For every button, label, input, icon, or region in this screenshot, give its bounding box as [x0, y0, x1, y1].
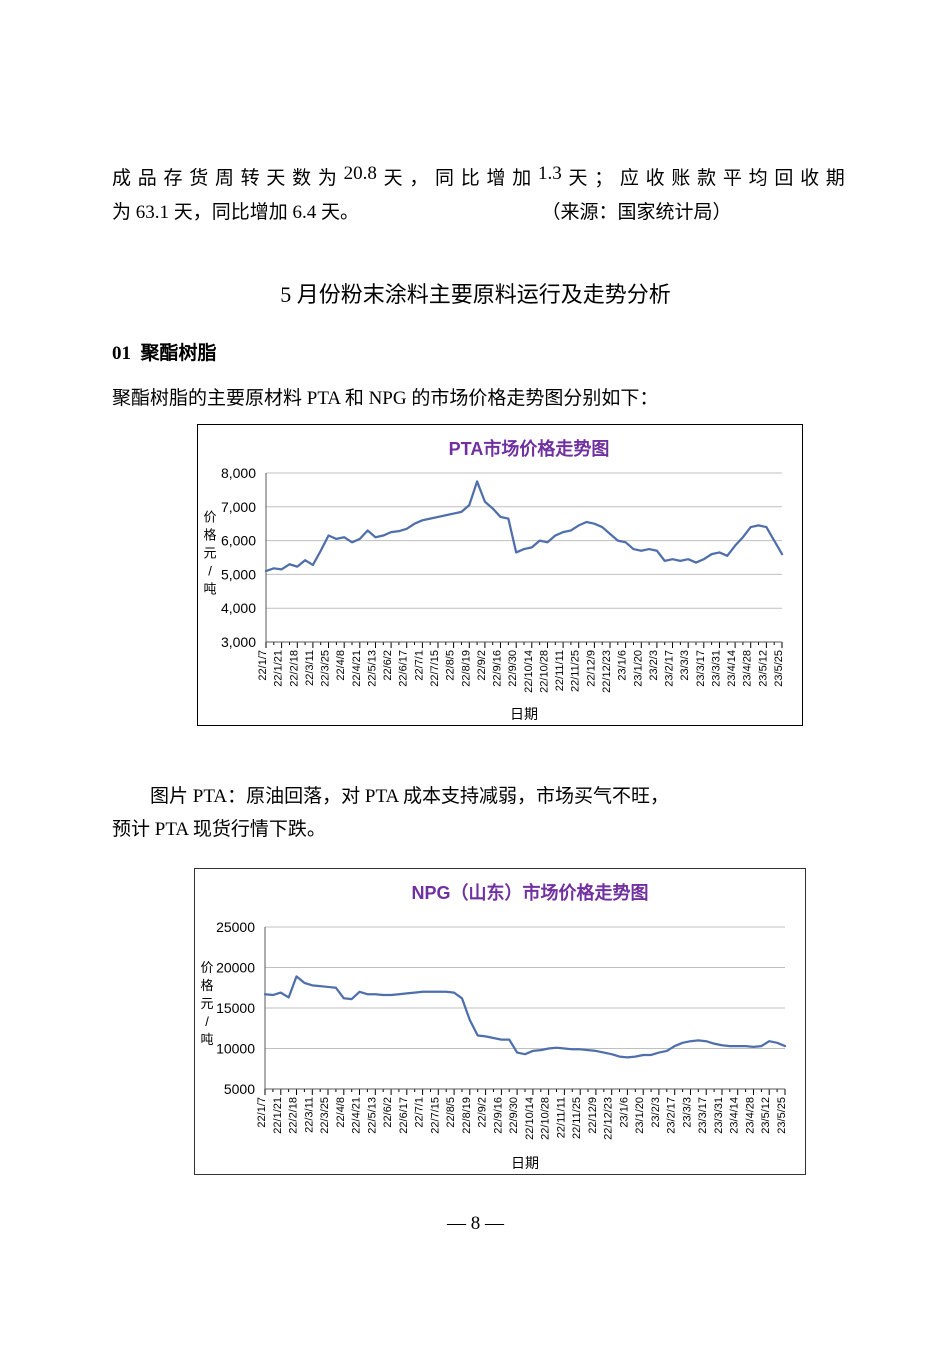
svg-text:22/1/21: 22/1/21 — [273, 650, 285, 687]
svg-text:23/1/6: 23/1/6 — [618, 1097, 630, 1128]
svg-text:23/3/17: 23/3/17 — [695, 650, 707, 687]
svg-text:22/5/13: 22/5/13 — [367, 650, 379, 687]
svg-text:22/9/2: 22/9/2 — [477, 1097, 489, 1128]
svg-text:23/1/20: 23/1/20 — [634, 1097, 646, 1134]
svg-text:20000: 20000 — [216, 960, 255, 976]
svg-text:6,000: 6,000 — [221, 533, 256, 549]
svg-text:22/4/8: 22/4/8 — [335, 1097, 347, 1128]
svg-text:22/8/19: 22/8/19 — [461, 1097, 473, 1134]
svg-text:23/1/20: 23/1/20 — [632, 650, 644, 687]
svg-text:格: 格 — [203, 528, 216, 543]
svg-text:23/5/12: 23/5/12 — [757, 650, 769, 687]
svg-text:22/4/8: 22/4/8 — [335, 650, 347, 681]
svg-text:22/8/5: 22/8/5 — [445, 650, 457, 681]
svg-text:23/4/28: 23/4/28 — [745, 1097, 757, 1134]
svg-text:22/1/7: 22/1/7 — [256, 1097, 268, 1128]
svg-text:22/3/11: 22/3/11 — [304, 650, 316, 686]
svg-text:22/12/23: 22/12/23 — [601, 650, 613, 693]
svg-text:23/5/12: 23/5/12 — [760, 1097, 772, 1134]
svg-text:22/10/28: 22/10/28 — [539, 650, 551, 693]
svg-text:22/8/19: 22/8/19 — [460, 650, 472, 687]
svg-text:23/3/3: 23/3/3 — [682, 1097, 694, 1128]
svg-text:22/6/17: 22/6/17 — [398, 1097, 410, 1134]
svg-text:吨: 吨 — [200, 1032, 213, 1047]
svg-text:23/4/28: 23/4/28 — [742, 650, 754, 687]
svg-text:价: 价 — [203, 510, 216, 525]
svg-text:22/12/23: 22/12/23 — [603, 1097, 615, 1140]
svg-text:22/1/7: 22/1/7 — [257, 650, 269, 681]
svg-text:吨: 吨 — [203, 582, 216, 597]
svg-text:22/4/21: 22/4/21 — [351, 650, 363, 687]
svg-text:22/1/21: 22/1/21 — [272, 1097, 284, 1134]
svg-text:价: 价 — [200, 960, 213, 975]
svg-text:22/11/11: 22/11/11 — [555, 1097, 567, 1138]
svg-text:22/3/25: 22/3/25 — [320, 650, 332, 687]
svg-text:22/9/2: 22/9/2 — [476, 650, 488, 681]
svg-text:23/3/17: 23/3/17 — [697, 1097, 709, 1134]
svg-text:25000: 25000 — [216, 919, 255, 935]
svg-text:23/2/3: 23/2/3 — [648, 650, 660, 681]
svg-text:PTA市场价格走势图: PTA市场价格走势图 — [449, 438, 610, 459]
svg-text:22/10/28: 22/10/28 — [540, 1097, 552, 1140]
svg-text:/: / — [208, 564, 212, 579]
svg-text:22/11/25: 22/11/25 — [570, 650, 582, 692]
svg-text:4,000: 4,000 — [221, 600, 256, 616]
svg-text:22/5/13: 22/5/13 — [366, 1097, 378, 1134]
svg-text:23/3/31: 23/3/31 — [711, 650, 723, 687]
svg-text:22/9/16: 22/9/16 — [492, 1097, 504, 1134]
svg-text:15000: 15000 — [216, 1000, 255, 1016]
svg-text:22/7/15: 22/7/15 — [429, 650, 441, 687]
svg-text:22/11/11: 22/11/11 — [554, 650, 566, 691]
svg-text:7,000: 7,000 — [221, 499, 256, 515]
svg-text:元: 元 — [203, 546, 216, 561]
svg-text:22/6/17: 22/6/17 — [398, 650, 410, 687]
svg-text:23/3/3: 23/3/3 — [679, 650, 691, 681]
svg-text:22/8/5: 22/8/5 — [445, 1097, 457, 1128]
svg-text:NPG（山东）市场价格走势图: NPG（山东）市场价格走势图 — [411, 882, 648, 903]
svg-text:日期: 日期 — [511, 1155, 539, 1171]
svg-text:元: 元 — [200, 996, 213, 1011]
svg-text:3,000: 3,000 — [221, 634, 256, 650]
svg-text:22/9/30: 22/9/30 — [508, 1097, 520, 1134]
svg-text:22/12/9: 22/12/9 — [585, 650, 597, 687]
svg-text:22/4/21: 22/4/21 — [351, 1097, 363, 1134]
svg-text:23/3/31: 23/3/31 — [713, 1097, 725, 1134]
svg-text:22/11/25: 22/11/25 — [571, 1097, 583, 1139]
svg-text:23/5/25: 23/5/25 — [776, 1097, 788, 1134]
svg-text:22/7/1: 22/7/1 — [413, 650, 425, 681]
svg-text:8,000: 8,000 — [221, 465, 256, 481]
svg-text:22/6/2: 22/6/2 — [382, 650, 394, 681]
svg-text:22/7/15: 22/7/15 — [429, 1097, 441, 1134]
svg-text:22/3/11: 22/3/11 — [303, 1097, 315, 1133]
svg-text:/: / — [205, 1014, 209, 1029]
svg-text:日期: 日期 — [510, 706, 538, 722]
svg-text:23/2/17: 23/2/17 — [666, 1097, 678, 1134]
svg-text:22/9/30: 22/9/30 — [507, 650, 519, 687]
svg-text:22/2/18: 22/2/18 — [288, 650, 300, 687]
svg-text:23/2/17: 23/2/17 — [664, 650, 676, 687]
svg-text:23/2/3: 23/2/3 — [650, 1097, 662, 1128]
svg-text:23/4/14: 23/4/14 — [729, 1097, 741, 1134]
svg-text:22/10/14: 22/10/14 — [523, 650, 535, 693]
svg-text:22/9/16: 22/9/16 — [492, 650, 504, 687]
svg-text:22/12/9: 22/12/9 — [587, 1097, 599, 1134]
svg-text:23/4/14: 23/4/14 — [726, 650, 738, 687]
svg-text:5,000: 5,000 — [221, 566, 256, 582]
svg-text:格: 格 — [200, 978, 213, 993]
svg-text:22/7/1: 22/7/1 — [414, 1097, 426, 1128]
svg-text:5000: 5000 — [224, 1081, 255, 1097]
svg-text:23/1/6: 23/1/6 — [617, 650, 629, 681]
svg-text:23/5/25: 23/5/25 — [773, 650, 785, 687]
svg-text:22/3/25: 22/3/25 — [319, 1097, 331, 1134]
svg-text:22/2/18: 22/2/18 — [288, 1097, 300, 1134]
svg-text:22/6/2: 22/6/2 — [382, 1097, 394, 1128]
svg-text:10000: 10000 — [216, 1041, 255, 1057]
svg-text:22/10/14: 22/10/14 — [524, 1097, 536, 1140]
